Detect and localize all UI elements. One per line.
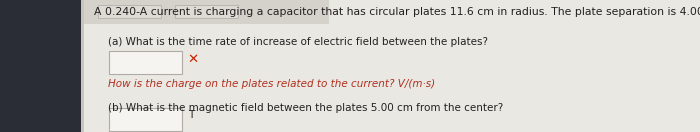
Text: How is the charge on the plates related to the current? V/(m·s): How is the charge on the plates related … (108, 79, 435, 89)
Text: (b) What is the magnetic field between the plates 5.00 cm from the center?: (b) What is the magnetic field between t… (108, 103, 504, 113)
Bar (0, 0, 80, 132)
Text: (a) What is the time rate of increase of electric field between the plates?: (a) What is the time rate of increase of… (108, 37, 489, 47)
Text: A 0.240-A current is charging a capacitor that has circular plates 11.6 cm in ra: A 0.240-A current is charging a capacito… (94, 7, 700, 17)
Bar (98, 5, 161, 18)
Bar (108, 108, 182, 131)
Bar (84, 0, 329, 24)
Text: ✕: ✕ (188, 53, 199, 66)
Bar (175, 5, 238, 18)
Text: T: T (188, 110, 194, 120)
Bar (108, 51, 182, 74)
Bar (84, 0, 700, 132)
